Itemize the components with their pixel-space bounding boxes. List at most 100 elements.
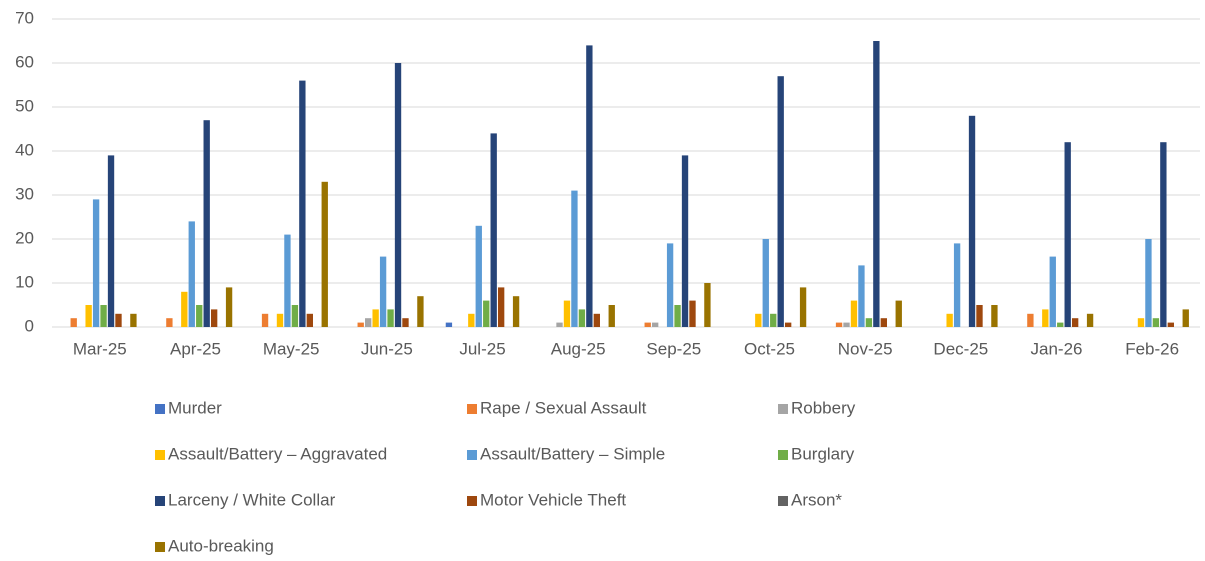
bar	[299, 80, 306, 327]
legend-swatch	[467, 404, 477, 414]
bar	[417, 296, 424, 327]
bar	[652, 322, 659, 327]
bar	[402, 318, 409, 327]
bar	[556, 322, 563, 327]
legend-swatch	[467, 496, 477, 506]
bar	[276, 313, 284, 327]
bar	[512, 296, 520, 327]
bar	[681, 155, 689, 327]
bar	[578, 309, 586, 327]
legend-label: Arson*	[791, 490, 842, 509]
bar	[291, 305, 299, 327]
legend-swatch	[155, 450, 165, 460]
bar	[1027, 313, 1034, 327]
x-tick-label: Jul-25	[459, 339, 505, 358]
bar	[608, 305, 615, 327]
bar	[196, 305, 203, 327]
bar	[777, 76, 784, 327]
bar	[953, 243, 961, 327]
bar	[563, 300, 571, 327]
bar	[1137, 318, 1145, 327]
x-tick-label: May-25	[263, 339, 320, 358]
bar	[306, 313, 313, 327]
bar	[968, 115, 976, 327]
bar	[284, 234, 291, 327]
bar	[372, 309, 379, 327]
y-tick-label: 70	[15, 8, 34, 27]
bar	[674, 305, 681, 327]
bar	[1167, 322, 1174, 327]
legend-label: Motor Vehicle Theft	[480, 490, 626, 509]
bar	[1160, 142, 1167, 327]
bar	[666, 243, 674, 327]
bar	[755, 313, 762, 327]
legend-swatch	[778, 450, 788, 460]
bar	[1071, 318, 1079, 327]
bar	[880, 318, 887, 327]
bar	[130, 313, 137, 327]
bar	[858, 265, 865, 327]
x-tick-label: Jan-26	[1031, 339, 1083, 358]
y-tick-label: 60	[15, 52, 34, 71]
x-tick-label: Dec-25	[933, 339, 988, 358]
bar	[468, 313, 475, 327]
bar	[1064, 142, 1071, 327]
bar	[1182, 309, 1189, 327]
y-tick-label: 10	[15, 272, 34, 291]
bar	[387, 309, 394, 327]
legend-label: Murder	[168, 398, 222, 417]
bar	[571, 190, 578, 327]
legend-swatch	[155, 404, 165, 414]
bar	[92, 199, 100, 327]
y-tick-label: 20	[15, 228, 34, 247]
y-tick-label: 40	[15, 140, 34, 159]
x-tick-label: Mar-25	[73, 339, 127, 358]
bar	[181, 291, 188, 327]
bar	[873, 41, 880, 327]
bar	[593, 313, 600, 327]
bar	[689, 300, 696, 327]
legend-swatch	[778, 496, 788, 506]
bar	[644, 322, 651, 327]
y-tick-label: 0	[25, 316, 34, 335]
bar	[865, 318, 873, 327]
bar	[497, 287, 505, 327]
legend-swatch	[155, 542, 165, 552]
bar	[1049, 256, 1056, 327]
x-tick-label: Sep-25	[646, 339, 701, 358]
bar	[799, 287, 807, 327]
bar	[357, 322, 364, 327]
bar	[261, 313, 269, 327]
x-tick-label: Nov-25	[838, 339, 893, 358]
bar	[1057, 322, 1064, 327]
bar	[70, 318, 77, 327]
y-tick-label: 30	[15, 184, 34, 203]
legend-label: Assault/Battery – Aggravated	[168, 444, 387, 463]
legend-label: Rape / Sexual Assault	[480, 398, 647, 417]
legend-label: Burglary	[791, 444, 855, 463]
bar	[946, 313, 953, 327]
bar	[835, 322, 843, 327]
x-tick-label: Oct-25	[744, 339, 795, 358]
bar	[490, 133, 497, 327]
bar	[225, 287, 233, 327]
bar	[107, 155, 115, 327]
x-tick-label: Feb-26	[1125, 339, 1179, 358]
legend-label: Robbery	[791, 398, 856, 417]
bar	[1145, 239, 1152, 327]
legend-swatch	[155, 496, 165, 506]
bar	[321, 181, 328, 327]
bar	[586, 45, 593, 328]
x-tick-label: Apr-25	[170, 339, 221, 358]
bar	[1042, 309, 1049, 327]
x-tick-label: Jun-25	[361, 339, 413, 358]
bar	[394, 63, 402, 327]
bar	[100, 305, 107, 327]
bar	[895, 300, 902, 327]
bar	[203, 120, 210, 327]
bar	[843, 322, 850, 327]
bar	[1152, 318, 1160, 327]
bar	[475, 225, 482, 327]
bar	[210, 309, 218, 327]
